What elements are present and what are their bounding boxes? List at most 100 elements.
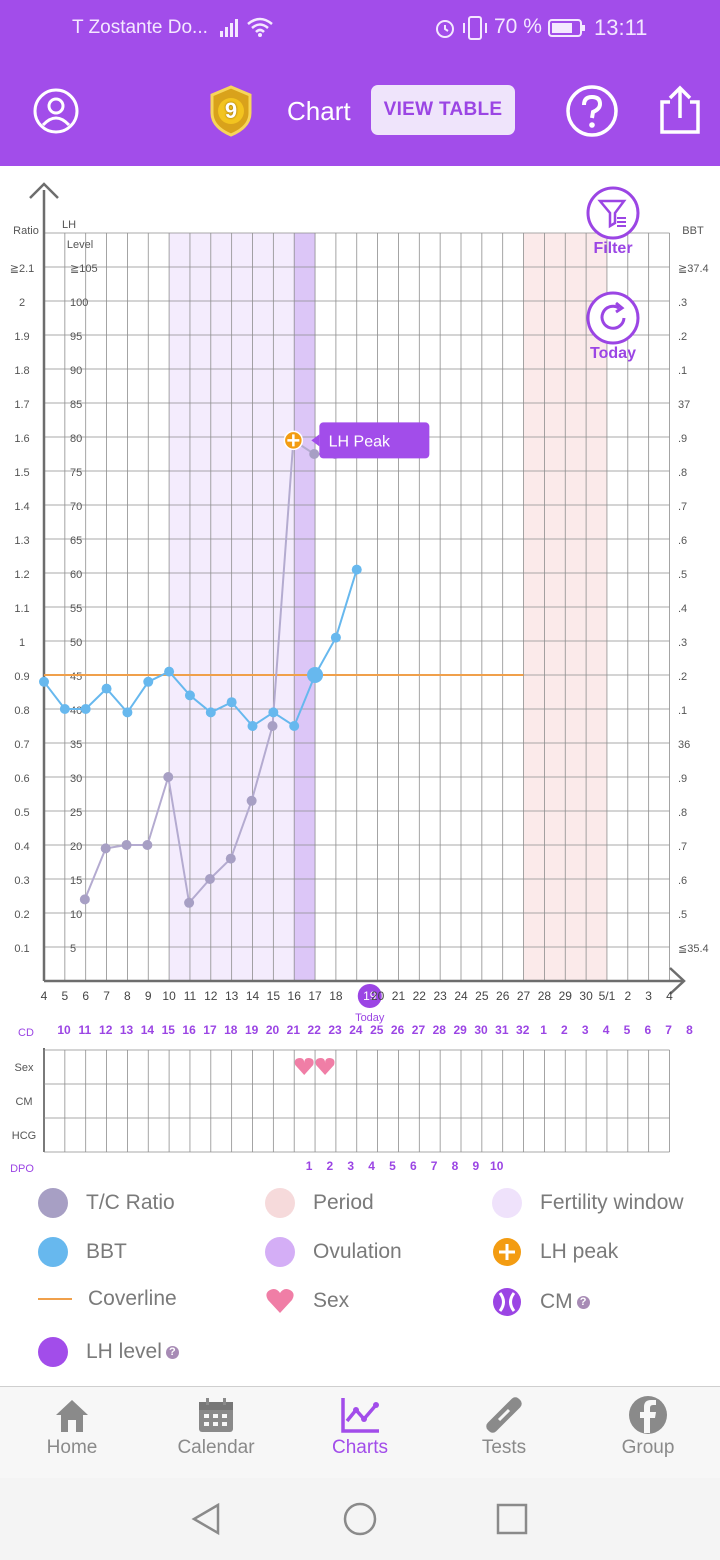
home-icon — [56, 1400, 88, 1432]
back-icon[interactable] — [190, 1502, 224, 1536]
lh-tick-label: 65 — [70, 535, 82, 547]
cycle-day-label: 20 — [266, 1023, 280, 1037]
cm-help-icon[interactable]: ? — [576, 1295, 590, 1309]
tab-home[interactable]: Home — [12, 1395, 132, 1459]
date-label: 24 — [454, 989, 468, 1003]
help-icon[interactable] — [565, 84, 619, 138]
lh-tick-label: 95 — [70, 331, 82, 343]
battery-percent: 70 % — [494, 15, 542, 38]
legend-label: Fertility window — [540, 1191, 684, 1214]
cycle-day-label: 28 — [433, 1023, 447, 1037]
ratio-tick-label: 0.2 — [14, 909, 29, 921]
ratio-tick-label: 1.1 — [14, 603, 29, 615]
dpo-value: 6 — [410, 1159, 417, 1173]
level-badge[interactable]: 9 — [206, 85, 256, 137]
date-label: 6 — [82, 989, 89, 1003]
legend-label: T/C Ratio — [86, 1191, 175, 1214]
date-label: 28 — [538, 989, 552, 1003]
profile-icon[interactable] — [32, 87, 80, 135]
tc-ratio-point — [184, 897, 195, 908]
ratio-tick-label: 1.5 — [14, 467, 29, 479]
lh-tick-label: 40 — [70, 705, 82, 717]
ratio-tick-label: 0.3 — [14, 875, 29, 887]
ratio-tick-label: ≧2.1 — [10, 263, 35, 275]
lh-tick-label: 80 — [70, 433, 82, 445]
bbt-axis-title: BBT — [682, 225, 704, 237]
tab-label: Charts — [332, 1437, 388, 1458]
legend-cm: CM ? — [492, 1287, 590, 1317]
lh-tick-label: 60 — [70, 569, 82, 581]
lh-level-swatch — [38, 1337, 68, 1367]
bbt-tick-label: .6 — [678, 535, 687, 547]
bbt-point — [289, 721, 300, 731]
legend: T/C Ratio Period Fertility window BBT Ov… — [0, 1180, 720, 1385]
legend-label: Ovulation — [313, 1240, 402, 1263]
lh-level-help-icon[interactable]: ? — [165, 1345, 179, 1359]
tc-ratio-swatch — [38, 1188, 68, 1218]
legend-label: CM — [540, 1290, 573, 1313]
tab-label: Tests — [481, 1437, 527, 1458]
cycle-day-label: 18 — [224, 1023, 238, 1037]
lh-peak-tooltip-pointer — [311, 434, 320, 447]
date-label: 29 — [559, 989, 573, 1003]
home-circle-icon[interactable] — [342, 1501, 378, 1537]
ratio-axis-title: Ratio — [13, 225, 39, 237]
lh-tick-label: 55 — [70, 603, 82, 615]
today-button[interactable]: Today — [580, 291, 646, 363]
date-label: 12 — [204, 989, 218, 1003]
cycle-day-label: 10 — [57, 1023, 71, 1037]
bbt-tick-label: .1 — [678, 705, 687, 717]
filter-button[interactable]: Filter — [580, 186, 646, 258]
date-label: 23 — [433, 989, 447, 1003]
date-label: 9 — [145, 989, 152, 1003]
bbt-point — [80, 704, 91, 714]
tab-calendar[interactable]: Calendar — [156, 1395, 276, 1459]
date-label: 10 — [162, 989, 176, 1003]
bbt-point — [307, 667, 324, 683]
ratio-tick-label: 0.1 — [14, 943, 29, 955]
date-label: 25 — [475, 989, 489, 1003]
dpo-value: 10 — [490, 1159, 504, 1173]
ovulation-swatch — [265, 1237, 295, 1267]
app-bar: 9 Chart VIEW TABLE — [0, 56, 720, 166]
dpo-value: 9 — [473, 1159, 480, 1173]
date-label: 3 — [645, 989, 652, 1003]
tab-group[interactable]: Group — [588, 1395, 708, 1459]
tc-ratio-point — [121, 840, 132, 850]
tab-charts[interactable]: Charts — [300, 1395, 420, 1459]
tc-ratio-point — [163, 772, 174, 782]
tab-label: Home — [46, 1437, 98, 1458]
tab-tests[interactable]: Tests — [444, 1395, 564, 1459]
date-label: 5 — [62, 989, 69, 1003]
legend-tc-ratio: T/C Ratio — [38, 1188, 175, 1218]
cycle-day-label: 31 — [495, 1023, 509, 1037]
cycle-day-label: 21 — [287, 1023, 301, 1037]
bbt-tick-label: .5 — [678, 909, 687, 921]
tc-ratio-point — [204, 874, 215, 884]
ratio-tick-label: 0.8 — [14, 705, 29, 717]
legend-label: BBT — [86, 1240, 127, 1263]
recents-icon[interactable] — [496, 1503, 528, 1535]
cycle-day-label: 19 — [245, 1023, 259, 1037]
bbt-tick-label: ≧37.4 — [678, 263, 709, 275]
bbt-tick-label: .2 — [678, 331, 687, 343]
share-icon[interactable] — [656, 84, 704, 136]
bbt-tick-label: .8 — [678, 467, 687, 479]
bbt-point — [39, 676, 49, 687]
bbt-tick-label: .8 — [678, 807, 687, 819]
ratio-tick-label: 0.7 — [14, 739, 29, 751]
cm-icon — [493, 1288, 521, 1316]
date-label: 5/1 — [599, 989, 616, 1003]
dpo-value: 4 — [368, 1159, 375, 1173]
legend-period: Period — [265, 1188, 374, 1218]
view-table-button[interactable]: VIEW TABLE — [371, 85, 515, 135]
cycle-day-label: 15 — [162, 1023, 176, 1037]
legend-lh-level: LH level ? — [38, 1337, 179, 1367]
cd-label: CD — [18, 1027, 34, 1039]
event-row-label: HCG — [12, 1130, 36, 1142]
tab-label: Group — [621, 1437, 675, 1458]
wifi-icon — [247, 17, 273, 37]
dpo-label: DPO — [10, 1163, 34, 1175]
ratio-tick-label: 1.6 — [14, 433, 29, 445]
